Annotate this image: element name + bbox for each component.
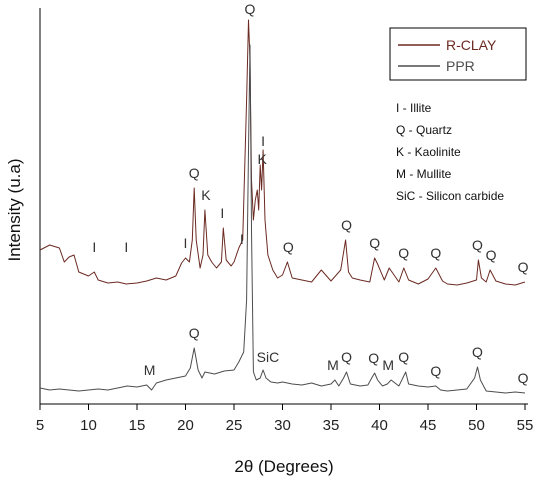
key-illite: I - Illite bbox=[396, 101, 432, 115]
annotation-ppr-m-6: M bbox=[382, 357, 394, 373]
phase-key: I - Illite Q - Quartz K - Kaolinite M - … bbox=[396, 101, 504, 203]
annotation-r-clay-k-4: K bbox=[201, 187, 211, 203]
annotation-r-clay-i-5: I bbox=[220, 205, 224, 221]
x-tick-label-10: 10 bbox=[80, 417, 97, 434]
annotation-r-clay-q-16: Q bbox=[486, 247, 497, 263]
annotation-r-clay-q-11: Q bbox=[341, 217, 352, 233]
annotation-r-clay-q-13: Q bbox=[398, 245, 409, 261]
annotation-r-clay-i-0: I bbox=[92, 239, 96, 255]
legend-label-r-clay: R-CLAY bbox=[446, 37, 497, 53]
annotation-r-clay-q-3: Q bbox=[189, 165, 200, 181]
series-line-r-clay bbox=[39, 19, 526, 286]
x-axis-ticks bbox=[39, 404, 526, 410]
x-axis-tick-labels: 5 10 15 20 25 30 35 40 45 50 55 bbox=[36, 417, 534, 434]
annotation-ppr-q-5: Q bbox=[368, 350, 379, 366]
annotation-ppr-q-8: Q bbox=[430, 363, 441, 379]
key-mullite: M - Mullite bbox=[396, 167, 452, 181]
x-axis-title: 2θ (Degrees) bbox=[234, 457, 333, 476]
key-quartz: Q - Quartz bbox=[396, 123, 452, 137]
annotation-r-clay-q-10: Q bbox=[283, 239, 294, 255]
annotation-ppr-q-7: Q bbox=[398, 349, 409, 365]
legend-label-ppr: PPR bbox=[446, 58, 475, 74]
annotation-ppr-q-1: Q bbox=[189, 325, 200, 341]
annotation-r-clay-i-8: I bbox=[261, 133, 265, 149]
annotation-r-clay-i-2: I bbox=[184, 235, 188, 251]
key-silicon-carbide: SiC - Silicon carbide bbox=[396, 189, 504, 203]
annotation-r-clay-i-1: I bbox=[124, 239, 128, 255]
x-tick-label-25: 25 bbox=[226, 417, 243, 434]
annotation-r-clay-q-12: Q bbox=[369, 235, 380, 251]
series-line-ppr bbox=[39, 44, 526, 394]
x-tick-label-40: 40 bbox=[371, 417, 388, 434]
legend-box bbox=[389, 27, 527, 81]
annotation-ppr-q-4: Q bbox=[341, 349, 352, 365]
x-tick-label-20: 20 bbox=[177, 417, 194, 434]
annotation-ppr-q-9: Q bbox=[472, 344, 483, 360]
key-kaolinite: K - Kaolinite bbox=[396, 145, 461, 159]
x-tick-label-55: 55 bbox=[517, 417, 534, 434]
y-axis-title: Intensity (u.a) bbox=[5, 159, 24, 262]
legend: R-CLAY PPR bbox=[389, 27, 527, 81]
annotation-r-clay-q-14: Q bbox=[430, 245, 441, 261]
annotation-ppr-m-3: M bbox=[327, 357, 339, 373]
annotation-ppr-sic-2: SiC bbox=[257, 349, 280, 365]
annotation-ppr-m-0: M bbox=[144, 362, 156, 378]
x-tick-label-30: 30 bbox=[274, 417, 291, 434]
annotation-ppr-q-10: Q bbox=[518, 370, 529, 386]
x-tick-label-50: 50 bbox=[468, 417, 485, 434]
x-tick-label-5: 5 bbox=[36, 417, 44, 434]
annotation-r-clay-q-15: Q bbox=[472, 237, 483, 253]
x-tick-label-15: 15 bbox=[129, 417, 146, 434]
x-tick-label-35: 35 bbox=[323, 417, 340, 434]
x-tick-label-45: 45 bbox=[420, 417, 437, 434]
annotation-r-clay-k-9: K bbox=[257, 151, 267, 167]
series-group bbox=[39, 19, 526, 394]
annotation-r-clay-q-17: Q bbox=[518, 259, 529, 275]
annotation-r-clay-q-7: Q bbox=[245, 1, 256, 17]
annotation-r-clay-i-6: I bbox=[240, 231, 244, 247]
